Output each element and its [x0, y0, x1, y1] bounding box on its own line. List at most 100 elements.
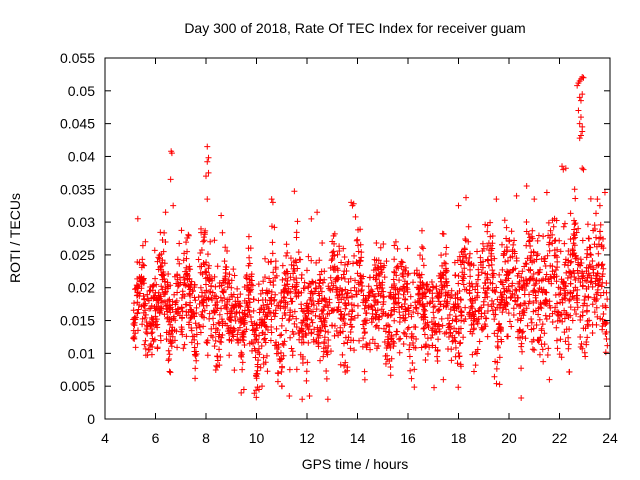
- scatter-point: [200, 259, 207, 266]
- scatter-point: [140, 261, 147, 268]
- scatter-point: [160, 291, 167, 298]
- scatter-point: [197, 269, 204, 276]
- scatter-point: [458, 317, 465, 324]
- scatter-point: [561, 329, 568, 336]
- scatter-point: [455, 330, 462, 337]
- scatter-point: [458, 261, 465, 268]
- scatter-point: [209, 334, 216, 341]
- scatter-point: [193, 350, 200, 357]
- scatter-point: [305, 326, 312, 333]
- scatter-point: [151, 247, 158, 254]
- scatter-point: [192, 365, 199, 372]
- scatter-point: [325, 283, 332, 290]
- scatter-point: [284, 281, 291, 288]
- scatter-point: [442, 278, 449, 285]
- scatter-point: [138, 264, 145, 271]
- scatter-point: [556, 237, 563, 244]
- scatter-point: [360, 321, 367, 328]
- scatter-point: [387, 289, 394, 296]
- scatter-point: [477, 254, 484, 261]
- scatter-point: [553, 324, 560, 331]
- scatter-point: [367, 346, 374, 353]
- scatter-point: [421, 331, 428, 338]
- scatter-point: [532, 292, 539, 299]
- scatter-point: [571, 217, 578, 224]
- scatter-point: [436, 323, 443, 330]
- scatter-point: [343, 268, 350, 275]
- scatter-point: [283, 241, 290, 248]
- scatter-point: [228, 291, 235, 298]
- scatter-point: [581, 297, 588, 304]
- scatter-point: [257, 306, 264, 313]
- scatter-point: [317, 357, 324, 364]
- scatter-point: [450, 337, 457, 344]
- scatter-point: [539, 289, 546, 296]
- scatter-point: [284, 249, 291, 256]
- scatter-point: [262, 296, 269, 303]
- scatter-point: [323, 349, 330, 356]
- scatter-point: [546, 247, 553, 254]
- scatter-point: [492, 311, 499, 318]
- scatter-point: [468, 297, 475, 304]
- scatter-point: [245, 262, 252, 269]
- scatter-point: [344, 367, 351, 374]
- scatter-point: [384, 312, 391, 319]
- scatter-point: [528, 319, 535, 326]
- scatter-point: [182, 301, 189, 308]
- scatter-point: [305, 253, 312, 260]
- scatter-point: [282, 285, 289, 292]
- scatter-point: [434, 348, 441, 355]
- scatter-point: [489, 307, 496, 314]
- scatter-point: [414, 284, 421, 291]
- scatter-point: [201, 229, 208, 236]
- scatter-point: [544, 351, 551, 358]
- scatter-point: [176, 260, 183, 267]
- scatter-point: [479, 247, 486, 254]
- scatter-point: [430, 284, 437, 291]
- scatter-point: [331, 240, 338, 247]
- x-tick-label: 16: [400, 430, 416, 446]
- scatter-point: [515, 270, 522, 277]
- scatter-point: [461, 265, 468, 272]
- scatter-point: [308, 316, 315, 323]
- scatter-point: [599, 261, 606, 268]
- scatter-point: [568, 258, 575, 265]
- scatter-point: [342, 299, 349, 306]
- scatter-point: [166, 315, 173, 322]
- scatter-point: [288, 345, 295, 352]
- scatter-point: [508, 323, 515, 330]
- scatter-point: [404, 271, 411, 278]
- scatter-point: [418, 227, 425, 234]
- scatter-point: [204, 196, 211, 203]
- scatter-point: [484, 228, 491, 235]
- scatter-point: [268, 196, 275, 203]
- scatter-point: [282, 304, 289, 311]
- scatter-point: [226, 280, 233, 287]
- scatter-point: [179, 331, 186, 338]
- scatter-point: [548, 275, 555, 282]
- scatter-point: [404, 280, 411, 287]
- scatter-point: [506, 270, 513, 277]
- scatter-point: [320, 307, 327, 314]
- scatter-point: [571, 232, 578, 239]
- scatter-point: [400, 273, 407, 280]
- scatter-point: [148, 341, 155, 348]
- scatter-point: [305, 284, 312, 291]
- scatter-point: [229, 329, 236, 336]
- scatter-point: [396, 349, 403, 356]
- scatter-point: [430, 304, 437, 311]
- scatter-point: [391, 281, 398, 288]
- scatter-point: [378, 306, 385, 313]
- scatter-point: [205, 169, 212, 176]
- scatter-point: [481, 279, 488, 286]
- scatter-point: [297, 256, 304, 263]
- scatter-point: [219, 229, 226, 236]
- scatter-point: [206, 262, 213, 269]
- scatter-point: [457, 339, 464, 346]
- scatter-point: [279, 315, 286, 322]
- scatter-point: [446, 311, 453, 318]
- scatter-point: [306, 296, 313, 303]
- scatter-point: [309, 319, 316, 326]
- scatter-point: [257, 364, 264, 371]
- scatter-point: [529, 346, 536, 353]
